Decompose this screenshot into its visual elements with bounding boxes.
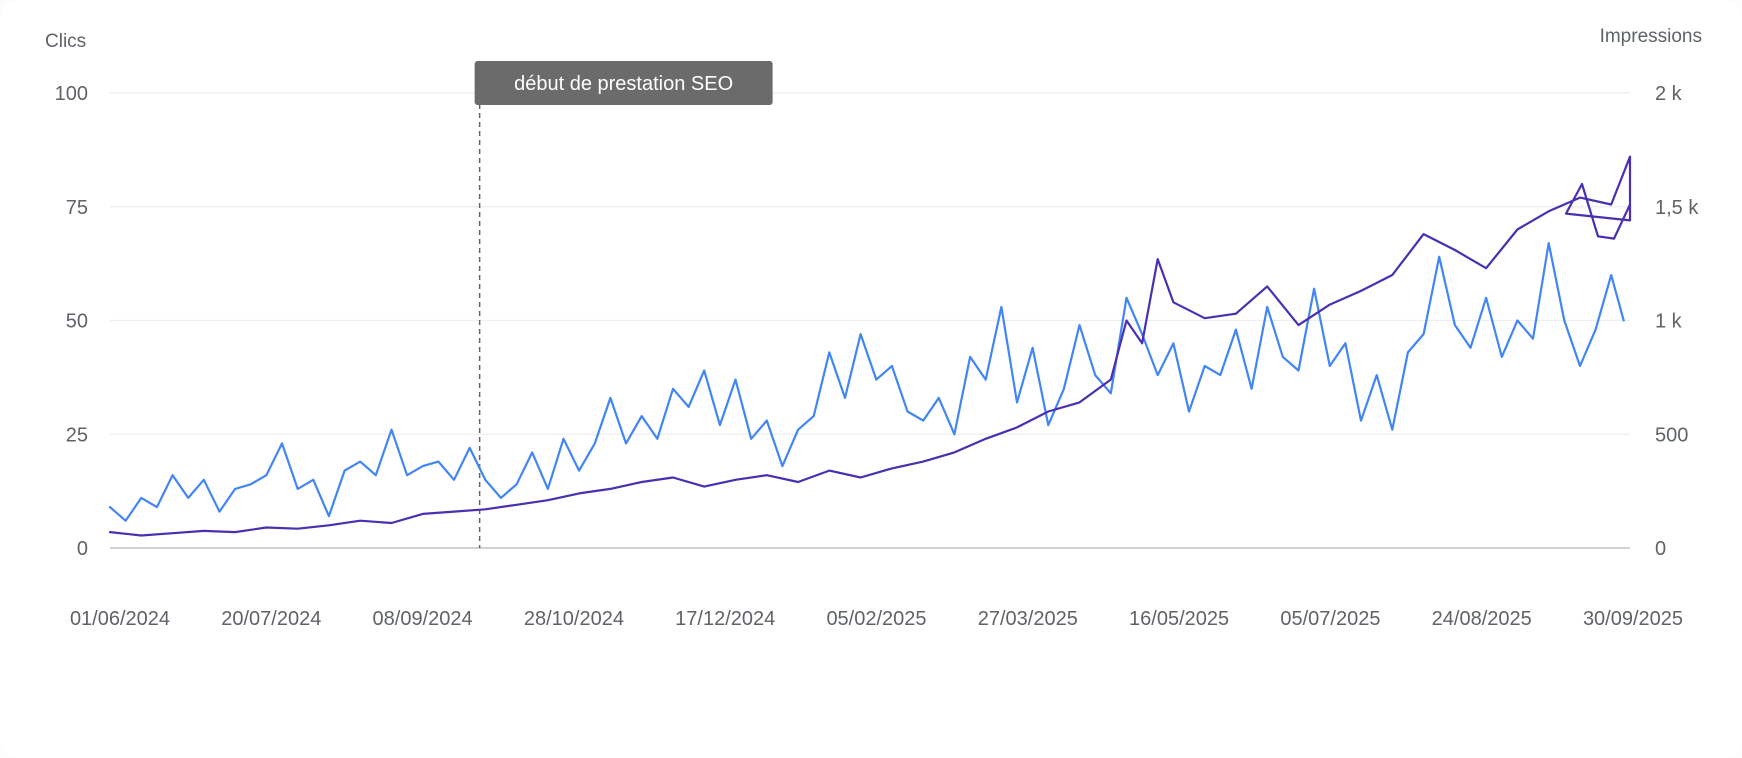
grid-lines xyxy=(110,92,1630,549)
x-tick-label: 16/05/2025 xyxy=(1129,608,1229,630)
annotation-label-box xyxy=(474,61,773,105)
right-axis-title: Impressions xyxy=(1600,26,1702,47)
x-tick-label: 17/12/2024 xyxy=(675,608,775,630)
x-tick-label: 27/03/2025 xyxy=(978,608,1078,630)
x-tick-label: 01/06/2024 xyxy=(70,608,170,630)
left-tick-label: 0 xyxy=(77,538,88,560)
left-tick-label: 25 xyxy=(66,424,88,446)
left-tick-label: 50 xyxy=(66,311,88,333)
right-tick-label: 1,5 k xyxy=(1655,197,1699,219)
x-tick-label: 30/09/2025 xyxy=(1583,608,1683,630)
x-tick-label: 05/02/2025 xyxy=(826,608,926,630)
right-tick-label: 500 xyxy=(1655,424,1688,446)
annotation-label: début de prestation SEO xyxy=(514,73,733,95)
left-tick-label: 75 xyxy=(66,197,88,219)
clicks-line xyxy=(108,242,1625,522)
impressions-line xyxy=(108,155,1632,537)
x-tick-label: 08/09/2024 xyxy=(373,608,473,630)
series-lines xyxy=(108,155,1632,537)
x-tick-label: 05/07/2025 xyxy=(1280,608,1380,630)
x-tick-label: 24/08/2025 xyxy=(1432,608,1532,630)
left-tick-label: 100 xyxy=(55,83,88,105)
left-axis-title: Clics xyxy=(45,31,86,52)
axis-ticks: 100 2 k 75 1,5 k 50 1 k 25 500 0 0 01/06/2024 20/07… xyxy=(55,83,1700,630)
x-tick-label: 28/10/2024 xyxy=(524,608,624,630)
right-tick-label: 0 xyxy=(1655,538,1666,560)
x-tick-label: 20/07/2024 xyxy=(221,608,321,630)
right-tick-label: 1 k xyxy=(1655,311,1683,333)
right-tick-label: 2 k xyxy=(1655,83,1683,105)
annotation-marker: début de prestation SEO xyxy=(474,61,773,548)
